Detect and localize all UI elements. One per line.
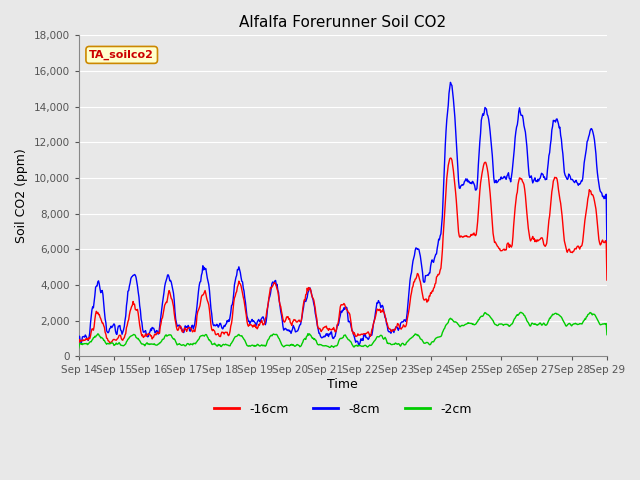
Y-axis label: Soil CO2 (ppm): Soil CO2 (ppm) [15, 148, 28, 243]
Title: Alfalfa Forerunner Soil CO2: Alfalfa Forerunner Soil CO2 [239, 15, 446, 30]
X-axis label: Time: Time [328, 378, 358, 391]
Legend: -16cm, -8cm, -2cm: -16cm, -8cm, -2cm [209, 398, 477, 420]
Text: TA_soilco2: TA_soilco2 [89, 50, 154, 60]
